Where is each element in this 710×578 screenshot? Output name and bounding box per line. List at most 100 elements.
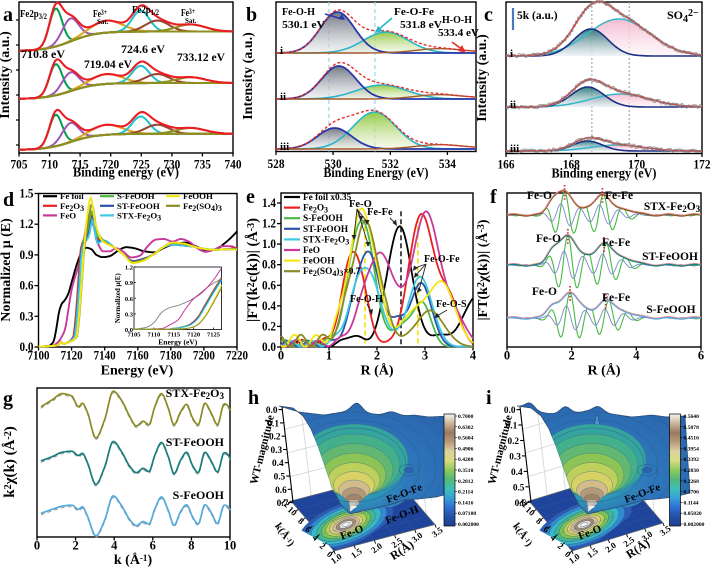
svg-text:0: 0 xyxy=(278,349,284,363)
svg-text:Binding energy (eV): Binding energy (eV) xyxy=(73,165,179,180)
svg-text:0.5078: 0.5078 xyxy=(684,425,700,431)
svg-text:0.1416: 0.1416 xyxy=(458,500,474,506)
svg-text:0.3510: 0.3510 xyxy=(458,468,474,474)
svg-text:0.7000: 0.7000 xyxy=(458,414,474,420)
svg-text:STX-Fe2O3: STX-Fe2O3 xyxy=(166,386,225,401)
svg-text:7180: 7180 xyxy=(160,349,182,363)
svg-text:S-FeOOH: S-FeOOH xyxy=(117,191,155,201)
svg-text:1.2: 1.2 xyxy=(20,217,34,231)
svg-text:1.0: 1.0 xyxy=(262,237,276,251)
svg-text:0: 0 xyxy=(34,539,40,553)
svg-text:7120: 7120 xyxy=(61,349,83,363)
svg-text:4: 4 xyxy=(470,349,477,363)
svg-text:530.1 eV: 530.1 eV xyxy=(282,19,325,31)
svg-text:6: 6 xyxy=(698,349,704,363)
svg-text:0.3: 0.3 xyxy=(270,446,282,456)
svg-text:Energy (eV): Energy (eV) xyxy=(101,364,174,379)
svg-text:0.6: 0.6 xyxy=(125,296,134,303)
svg-text:|FT(k2χ(k))| (Å-3): |FT(k2χ(k))| (Å-3) xyxy=(475,219,491,320)
svg-text:Normalized μ(E): Normalized μ(E) xyxy=(114,273,122,324)
svg-text:0.5: 0.5 xyxy=(513,483,525,493)
svg-text:4: 4 xyxy=(633,349,640,363)
svg-text:166: 166 xyxy=(498,157,515,172)
svg-text:4: 4 xyxy=(111,539,118,553)
svg-text:705: 705 xyxy=(11,157,28,172)
svg-text:0.3392: 0.3392 xyxy=(684,457,700,463)
svg-text:Intensity (a.u.): Intensity (a.u.) xyxy=(0,31,13,119)
svg-text:528: 528 xyxy=(268,156,285,171)
svg-text:0.0: 0.0 xyxy=(125,327,133,334)
svg-text:Energy (eV): Energy (eV) xyxy=(158,338,197,347)
svg-text:STX-Fe2O3: STX-Fe2O3 xyxy=(303,235,349,246)
svg-text:ST-FeOOH: ST-FeOOH xyxy=(303,225,349,235)
svg-text:FeO: FeO xyxy=(60,210,76,220)
svg-text:S-FeOOH: S-FeOOH xyxy=(646,304,695,316)
svg-text:2: 2 xyxy=(569,349,575,363)
svg-text:7200: 7200 xyxy=(193,349,215,363)
svg-text:735: 735 xyxy=(194,157,211,172)
svg-text:Fe-O: Fe-O xyxy=(527,190,552,202)
svg-text:733.12 eV: 733.12 eV xyxy=(177,52,226,64)
svg-text:1.2: 1.2 xyxy=(125,265,133,272)
svg-text:|FT(k2c(k))| (Å-3): |FT(k2c(k))| (Å-3) xyxy=(245,218,261,322)
svg-text:0.8: 0.8 xyxy=(262,258,276,272)
svg-text:STX-Fe2O3: STX-Fe2O3 xyxy=(117,210,161,222)
svg-text:0.6302: 0.6302 xyxy=(458,425,474,431)
svg-text:b: b xyxy=(246,4,257,26)
svg-text:3: 3 xyxy=(422,349,428,363)
svg-text:8: 8 xyxy=(188,539,194,553)
svg-text:0.4906: 0.4906 xyxy=(458,446,474,452)
svg-text:0.6: 0.6 xyxy=(20,279,34,293)
svg-text:Fe-O: Fe-O xyxy=(532,286,557,298)
svg-text:S-FeOOH: S-FeOOH xyxy=(173,488,225,502)
svg-text:2: 2 xyxy=(72,539,78,553)
svg-text:h: h xyxy=(248,387,259,409)
svg-text:Fe-O: Fe-O xyxy=(536,233,561,245)
svg-text:ii: ii xyxy=(280,91,286,103)
svg-text:5k (a.u.): 5k (a.u.) xyxy=(517,10,558,22)
svg-text:0.9: 0.9 xyxy=(20,248,34,262)
svg-text:Fe foil x0.35: Fe foil x0.35 xyxy=(303,193,352,203)
svg-text:Sat.: Sat. xyxy=(97,18,109,26)
svg-text:STX-Fe2O3: STX-Fe2O3 xyxy=(644,201,701,214)
svg-text:0.4208: 0.4208 xyxy=(458,457,474,463)
svg-text:0.5640: 0.5640 xyxy=(684,414,700,420)
svg-text:534: 534 xyxy=(439,156,456,171)
svg-text:Fe2(SO4)3×0.7: Fe2(SO4)3×0.7 xyxy=(303,266,361,278)
svg-text:724.6 eV: 724.6 eV xyxy=(121,44,166,56)
svg-text:Fe2O3: Fe2O3 xyxy=(303,204,328,215)
svg-text:Fe-Fe: Fe-Fe xyxy=(367,207,393,218)
svg-text:Fe-O-H: Fe-O-H xyxy=(350,294,383,305)
svg-text:0.0: 0.0 xyxy=(20,340,34,354)
svg-text:0.0: 0.0 xyxy=(262,340,276,354)
svg-text:719.04 eV: 719.04 eV xyxy=(84,59,133,71)
svg-text:740: 740 xyxy=(225,157,242,172)
svg-text:0.1144: 0.1144 xyxy=(684,500,699,506)
svg-text:531.8 eV: 531.8 eV xyxy=(400,19,442,31)
svg-text:0.3: 0.3 xyxy=(125,311,134,318)
svg-text:ST-FeOOH: ST-FeOOH xyxy=(117,201,160,211)
svg-text:ii: ii xyxy=(510,99,516,111)
svg-text:0.5604: 0.5604 xyxy=(458,436,474,442)
svg-text:iii: iii xyxy=(280,141,289,153)
svg-text:Sat.: Sat. xyxy=(185,17,197,25)
svg-text:0.002000: 0.002000 xyxy=(684,522,705,528)
svg-text:iii: iii xyxy=(510,143,519,155)
svg-text:1.5: 1.5 xyxy=(20,187,34,201)
svg-text:0.2830: 0.2830 xyxy=(684,468,700,474)
svg-text:i: i xyxy=(486,387,492,409)
svg-text:1.4: 1.4 xyxy=(262,196,277,210)
svg-text:FeOOH: FeOOH xyxy=(183,191,213,201)
svg-text:6: 6 xyxy=(150,539,156,553)
svg-text:Fe-O-Fe: Fe-O-Fe xyxy=(394,6,434,18)
svg-text:k (Å-1): k (Å-1) xyxy=(114,552,153,568)
svg-text:1: 1 xyxy=(326,349,332,363)
svg-text:Fe foil: Fe foil xyxy=(60,191,84,201)
svg-text:0.3: 0.3 xyxy=(20,309,34,323)
svg-text:FeOOH: FeOOH xyxy=(303,257,335,267)
svg-text:Fe-Fe: Fe-Fe xyxy=(602,292,630,304)
svg-text:Binding energy (eV): Binding energy (eV) xyxy=(552,166,657,181)
svg-text:2: 2 xyxy=(374,349,380,363)
svg-text:533.4 eV: 533.4 eV xyxy=(438,28,479,39)
svg-text:0: 0 xyxy=(504,349,510,363)
